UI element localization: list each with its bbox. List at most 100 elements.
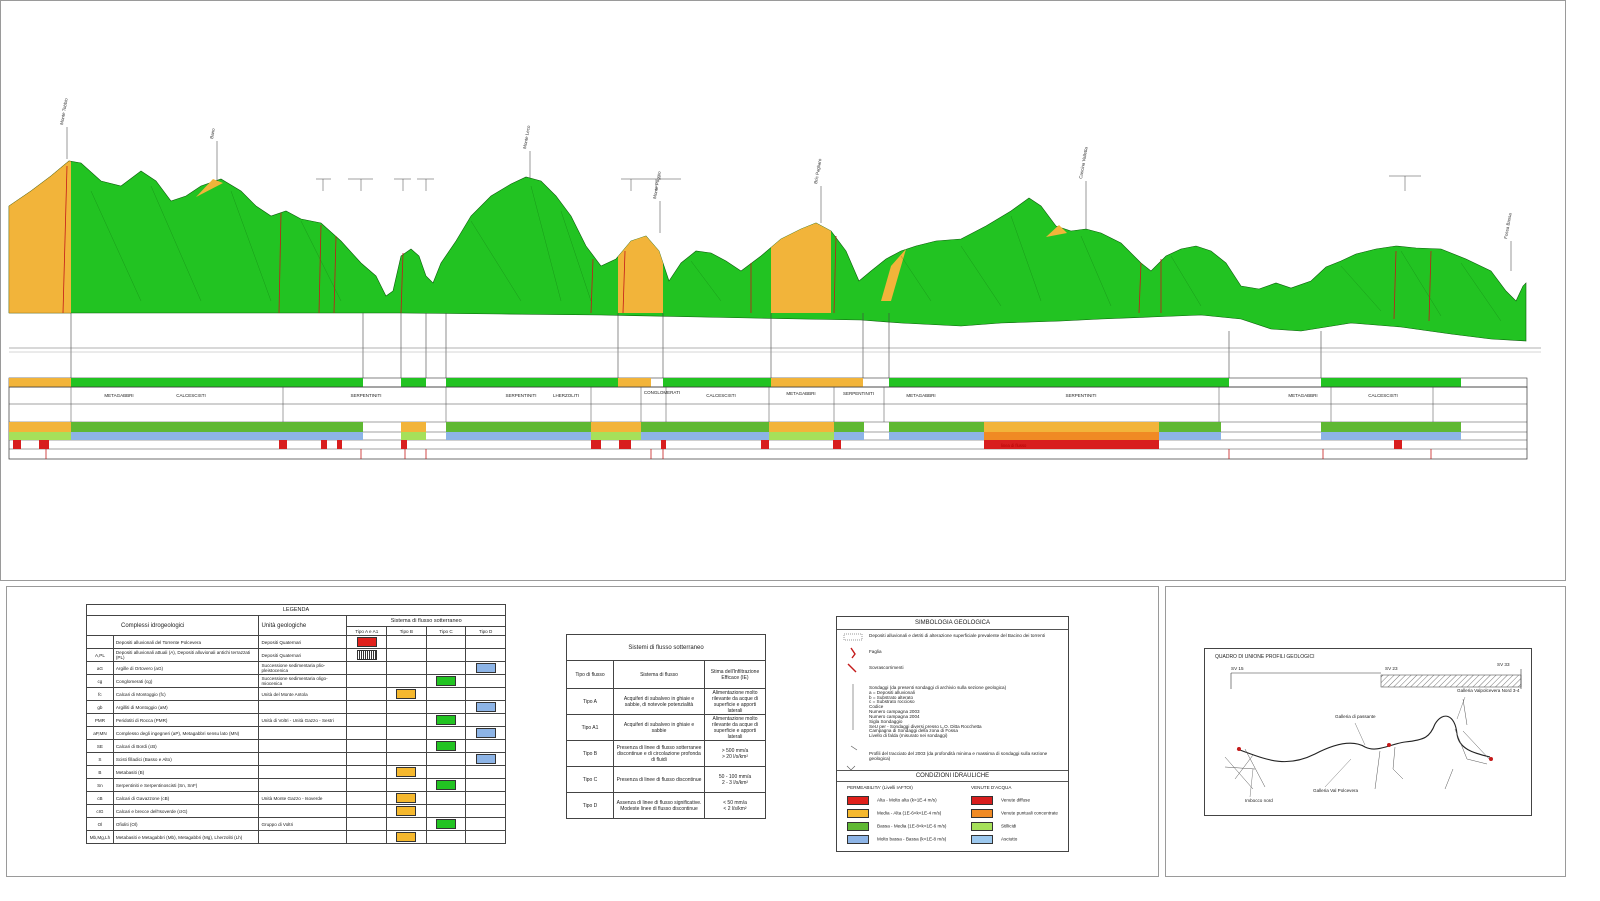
flow-rows: Tipo A Acquiferi di subalveo in ghiaie e … [566, 688, 766, 819]
legend-type-cell [425, 648, 467, 662]
legend-swatch [356, 636, 377, 647]
legend-row: SE Calcari di Bordi (cB) [86, 739, 506, 753]
legend-row: fc Calcari di Montoggio (fc) Unità del Mon… [86, 687, 506, 701]
legend-type-cell [346, 830, 388, 844]
terrain-green [8, 160, 1527, 342]
legend-row: Ol Ofioliti (Ol) Gruppo di Voltri [86, 817, 506, 831]
vent-label: Asciutto [1001, 836, 1018, 842]
legend-type-cell [465, 830, 506, 844]
legend-type-cell [346, 648, 388, 662]
legend-type-cell [386, 687, 427, 701]
peak-label: Bric Pagliaro [813, 158, 822, 184]
flow-cell: Tipo A1 [566, 714, 614, 741]
legend-unit [258, 778, 348, 792]
flow-row: Tipo A1 Acquiferi di subalveo in ghiaie e… [566, 714, 766, 741]
legend-table: LEGENDA Complessi idrogeologici Unità ge… [85, 604, 506, 844]
legend-type-cell [425, 739, 467, 753]
legend-type-cell [425, 765, 467, 779]
legend-name: Peridotiti di Rocca (PMR) [112, 713, 260, 727]
legend-row: A,PL Depositi alluvionali attuali (A), De… [86, 648, 506, 662]
peak-label: Monte Poggio [652, 170, 662, 199]
legend-swatch [435, 675, 456, 686]
legend-code: cB [86, 791, 114, 805]
vent-item: Venute puntuali concentrate [971, 809, 1066, 822]
legend-name: Calcari di Gavazzone (cB) [112, 791, 260, 805]
terrain-orange-left [8, 160, 71, 314]
legend-type-cell [346, 635, 388, 649]
symbology-item: Sovrascorrimenti [869, 665, 904, 670]
flow-cell: Alimentazione molto rilevante da acque d… [704, 688, 766, 715]
legend-rows: Depositi alluvionali del Torrente Polcev… [86, 635, 506, 844]
perm-list: Alta - Molto alta (k>1E-4 m/s) Media - Al… [847, 796, 967, 848]
keymap-tag-right: SV 33 [1497, 662, 1510, 667]
formation-label: METAGABBRI [104, 393, 134, 398]
legend-unit [258, 752, 348, 766]
legend-type-header: Tipo D [465, 626, 506, 636]
flow-header: Stima dell'Infiltrazione Efficace (IE) [704, 660, 766, 689]
flow-cell: Tipo C [566, 766, 614, 793]
legend-col-complex: Complessi idrogeologici [85, 615, 260, 636]
legend-row: cB Calcari di Gavazzone (cB) Unità Monte G… [86, 791, 506, 805]
legend-type-header: Tipo B [386, 626, 427, 636]
legend-type-cell [386, 661, 427, 675]
legend-name: Conglomerati (cg) [112, 674, 260, 688]
vent-item: Stillicidi [971, 822, 1066, 835]
perm-swatch [847, 822, 869, 831]
legend-type-cell [386, 700, 427, 714]
legend-type-cell [346, 674, 388, 688]
flow-cell: Tipo B [566, 740, 614, 767]
vent-swatch [971, 796, 993, 805]
legend-unit: Successione sedimentaria oligo-miocenica [258, 674, 348, 688]
terrain-orange-a [618, 236, 663, 313]
legend-type-cell [425, 635, 467, 649]
legend-type-cell [386, 765, 427, 779]
legend-type-cell [465, 661, 506, 675]
legend-row: aP,MN Complesso degli ingegneri (aP), Met… [86, 726, 506, 740]
legend-type-cell [465, 804, 506, 818]
symbology-item: Profili del tracciato del 2003 (da profo… [869, 751, 1048, 761]
legend-code: A,PL [86, 648, 114, 662]
legend-type-cell [386, 739, 427, 753]
symbology-icons [843, 633, 863, 771]
legend-type-header: Tipo A e A1 [346, 626, 388, 636]
legend-row: cg Conglomerati (cg) Successione sedimenta… [86, 674, 506, 688]
legend-row: B Metabasiti (B) [86, 765, 506, 779]
legend-unit [258, 804, 348, 818]
legend-code: Sn [86, 778, 114, 792]
legend-type-cell [346, 752, 388, 766]
legend-swatch [435, 740, 456, 751]
legend-code: SE [86, 739, 114, 753]
legend-type-cell [425, 700, 467, 714]
keymap-label: Galleria Val Polcevera [1313, 788, 1359, 793]
legend-code: aP,MN [86, 726, 114, 740]
perm-label: Molto bassa - Bassa (k<1E-8 m/s) [877, 836, 947, 842]
symbology-item: Depositi alluvionali e detriti di altera… [869, 633, 1045, 638]
legend-name: Calcari di Montoggio (fc) [112, 687, 260, 701]
legend-name: Calcari e brecce dell'Isoverde (cIG) [112, 804, 260, 818]
legend-swatch [475, 727, 496, 738]
legend-type-cell [346, 804, 388, 818]
legend-code: aG [86, 661, 114, 675]
symbology-box: SIMBOLOGIA GEOLOGICA Depositi alluvional… [836, 616, 1069, 852]
legend-name: Argille di Ortovero (aG) [112, 661, 260, 675]
formation-label: METAGABBRI [1288, 393, 1318, 398]
perm-item: Bassa - Media (1E-8<k<1E-6 m/s) [847, 822, 967, 835]
legend-row: gb Argilliti di Montoggio (aM) [86, 700, 506, 714]
legend-swatch [396, 805, 417, 816]
keymap-label: Imbocco nord [1245, 798, 1273, 803]
legend-type-cell [346, 817, 388, 831]
formation-label: SERPENTINITI [842, 391, 874, 396]
legend-type-cell [346, 778, 388, 792]
perm-item: Alta - Molto alta (k>1E-4 m/s) [847, 796, 967, 809]
terrain-orange-e [881, 249, 906, 301]
legend-type-cell [386, 635, 427, 649]
peak-label: Bano [209, 127, 216, 139]
legend-unit: Unità del Monte Antola [258, 687, 348, 701]
hydro-title: CONDIZIONI IDRAULICHE [837, 770, 1068, 782]
flow-cell: 50 - 100 mm/a 2 - 3 l/s/km² [704, 766, 766, 793]
terrain-orange-c [196, 179, 223, 197]
flow-cell: Presenza di linee di flusso discontinue [613, 766, 705, 793]
perm-header: PERMEABILITA' (Livelli IAFTOI) [847, 785, 913, 790]
legend-type-cell [465, 791, 506, 805]
vent-label: Stillicidi [1001, 823, 1017, 829]
